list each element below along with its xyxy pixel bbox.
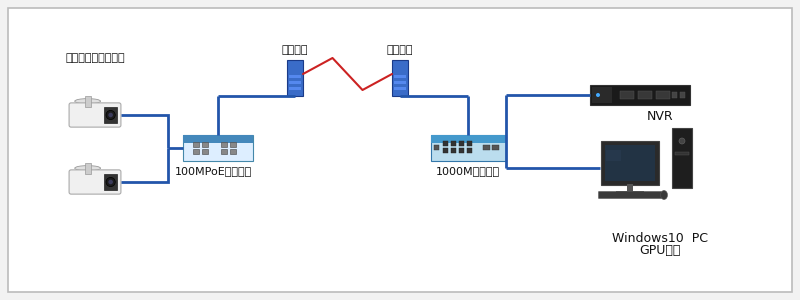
FancyBboxPatch shape (482, 145, 490, 150)
FancyBboxPatch shape (606, 150, 621, 161)
FancyBboxPatch shape (430, 135, 506, 143)
FancyBboxPatch shape (675, 152, 689, 155)
FancyBboxPatch shape (221, 142, 227, 147)
FancyBboxPatch shape (289, 75, 301, 78)
FancyBboxPatch shape (442, 141, 447, 146)
FancyBboxPatch shape (394, 81, 406, 84)
Circle shape (106, 110, 115, 120)
FancyBboxPatch shape (183, 135, 253, 161)
Circle shape (108, 180, 113, 184)
FancyBboxPatch shape (680, 92, 685, 98)
Text: 1000Mスイッチ: 1000Mスイッチ (436, 166, 500, 176)
Text: NVR: NVR (646, 110, 674, 124)
FancyBboxPatch shape (193, 149, 199, 154)
FancyBboxPatch shape (85, 163, 90, 174)
FancyBboxPatch shape (672, 128, 692, 188)
FancyBboxPatch shape (466, 148, 471, 153)
Text: 100MPoEスイッチ: 100MPoEスイッチ (174, 166, 252, 176)
FancyBboxPatch shape (69, 170, 121, 194)
Text: ルーター: ルーター (282, 45, 308, 55)
FancyBboxPatch shape (104, 107, 117, 123)
FancyBboxPatch shape (442, 148, 447, 153)
Circle shape (108, 113, 113, 117)
FancyBboxPatch shape (392, 60, 408, 96)
FancyBboxPatch shape (8, 8, 792, 292)
Circle shape (106, 177, 115, 187)
FancyBboxPatch shape (221, 149, 227, 154)
FancyBboxPatch shape (430, 135, 506, 161)
FancyBboxPatch shape (627, 184, 633, 192)
FancyBboxPatch shape (605, 146, 655, 181)
FancyBboxPatch shape (69, 103, 121, 127)
FancyBboxPatch shape (104, 174, 117, 190)
FancyBboxPatch shape (601, 141, 659, 185)
FancyBboxPatch shape (672, 92, 677, 98)
FancyBboxPatch shape (450, 141, 455, 146)
FancyBboxPatch shape (450, 148, 455, 153)
FancyBboxPatch shape (183, 135, 253, 143)
FancyBboxPatch shape (638, 91, 652, 99)
FancyBboxPatch shape (598, 191, 662, 199)
FancyBboxPatch shape (289, 87, 301, 90)
FancyBboxPatch shape (458, 141, 463, 146)
Ellipse shape (661, 190, 667, 200)
FancyBboxPatch shape (592, 87, 612, 103)
Text: ネットワークカメラ: ネットワークカメラ (65, 53, 125, 63)
FancyBboxPatch shape (590, 85, 690, 105)
FancyBboxPatch shape (85, 95, 90, 107)
FancyBboxPatch shape (193, 142, 199, 147)
Ellipse shape (74, 99, 101, 104)
FancyBboxPatch shape (616, 191, 644, 194)
FancyBboxPatch shape (394, 87, 406, 90)
FancyBboxPatch shape (230, 142, 236, 147)
Text: Windows10  PC: Windows10 PC (612, 232, 708, 244)
FancyBboxPatch shape (620, 91, 634, 99)
FancyBboxPatch shape (289, 81, 301, 84)
FancyBboxPatch shape (287, 60, 303, 96)
Text: ルーター: ルーター (386, 45, 414, 55)
Ellipse shape (74, 166, 101, 171)
FancyBboxPatch shape (466, 141, 471, 146)
FancyBboxPatch shape (202, 142, 208, 147)
Text: GPU搭載: GPU搭載 (639, 244, 681, 256)
Circle shape (596, 93, 600, 97)
FancyBboxPatch shape (656, 91, 670, 99)
FancyBboxPatch shape (491, 145, 498, 150)
Circle shape (679, 138, 685, 144)
FancyBboxPatch shape (434, 145, 438, 150)
FancyBboxPatch shape (394, 75, 406, 78)
FancyBboxPatch shape (458, 148, 463, 153)
FancyBboxPatch shape (202, 149, 208, 154)
FancyBboxPatch shape (230, 149, 236, 154)
